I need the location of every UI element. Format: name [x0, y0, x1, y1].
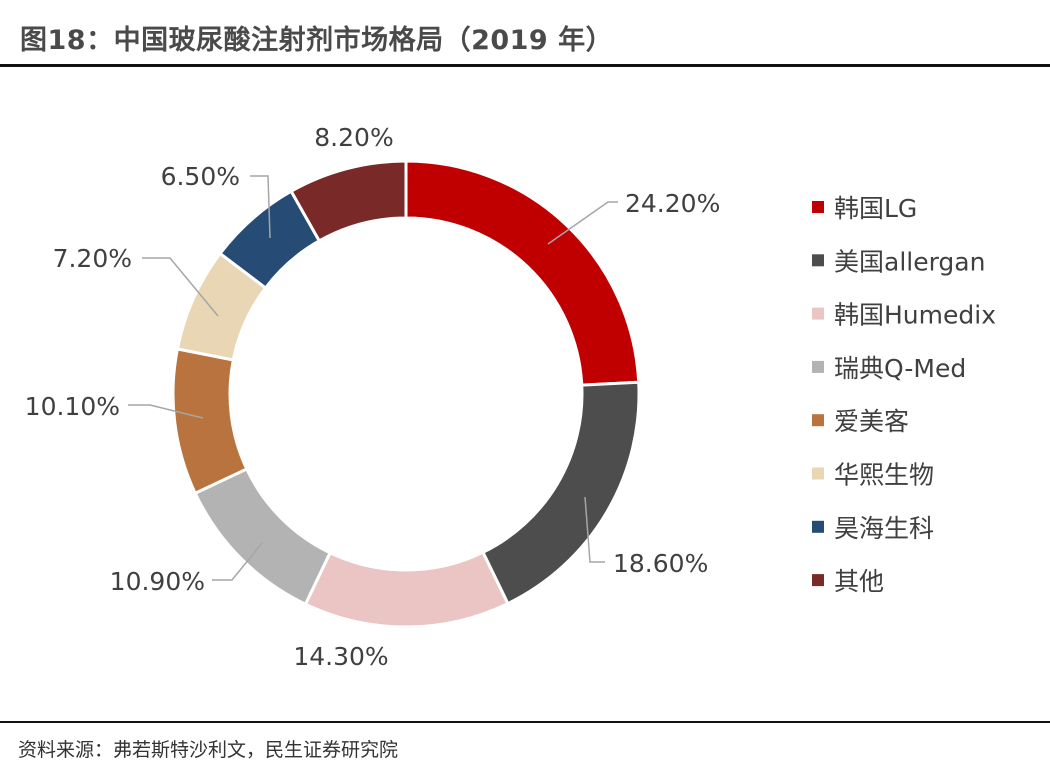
legend-swatch	[812, 414, 824, 427]
donut-slice	[404, 159, 641, 387]
legend-label: 其他	[834, 567, 884, 596]
legend-label: 美国allergan	[834, 247, 985, 276]
legend-swatch	[812, 254, 824, 267]
leader-line	[547, 201, 618, 245]
data-label: 10.90%	[110, 567, 205, 596]
legend-label: 华熙生物	[834, 461, 934, 490]
legend-swatch	[812, 307, 824, 320]
data-label: 24.20%	[625, 189, 720, 218]
leader-line	[128, 404, 204, 419]
legend-swatch	[812, 201, 824, 213]
donut-slice	[303, 550, 510, 629]
leader-line	[142, 257, 219, 317]
donut-slice	[171, 347, 249, 496]
donut-slice	[193, 466, 333, 607]
leader-line	[250, 175, 271, 239]
data-label: 18.60%	[613, 549, 708, 578]
data-label: 7.20%	[53, 244, 132, 273]
title-divider	[0, 64, 1050, 67]
legend-label: 韩国LG	[834, 194, 917, 223]
legend-swatch	[812, 467, 824, 480]
data-label: 8.20%	[314, 123, 393, 152]
legend-label: 韩国Humedix	[834, 301, 996, 330]
legend-swatch	[812, 574, 824, 587]
figure-title: 图18：中国玻尿酸注射剂市场格局（2019 年）	[20, 25, 614, 56]
leader-line	[584, 496, 605, 563]
data-label: 14.30%	[293, 642, 388, 671]
donut-slice	[289, 159, 408, 243]
legend-label: 爱美客	[834, 407, 909, 436]
data-label: 6.50%	[161, 162, 240, 191]
footer-divider	[0, 721, 1050, 723]
data-label: 10.10%	[25, 392, 120, 421]
leader-line	[212, 542, 263, 581]
legend-swatch	[812, 520, 824, 533]
legend-label: 昊海生科	[834, 514, 934, 543]
source-note: 资料来源：弗若斯特沙利文，民生证券研究院	[18, 739, 399, 761]
legend-swatch	[812, 360, 824, 373]
legend-label: 瑞典Q-Med	[834, 354, 966, 383]
